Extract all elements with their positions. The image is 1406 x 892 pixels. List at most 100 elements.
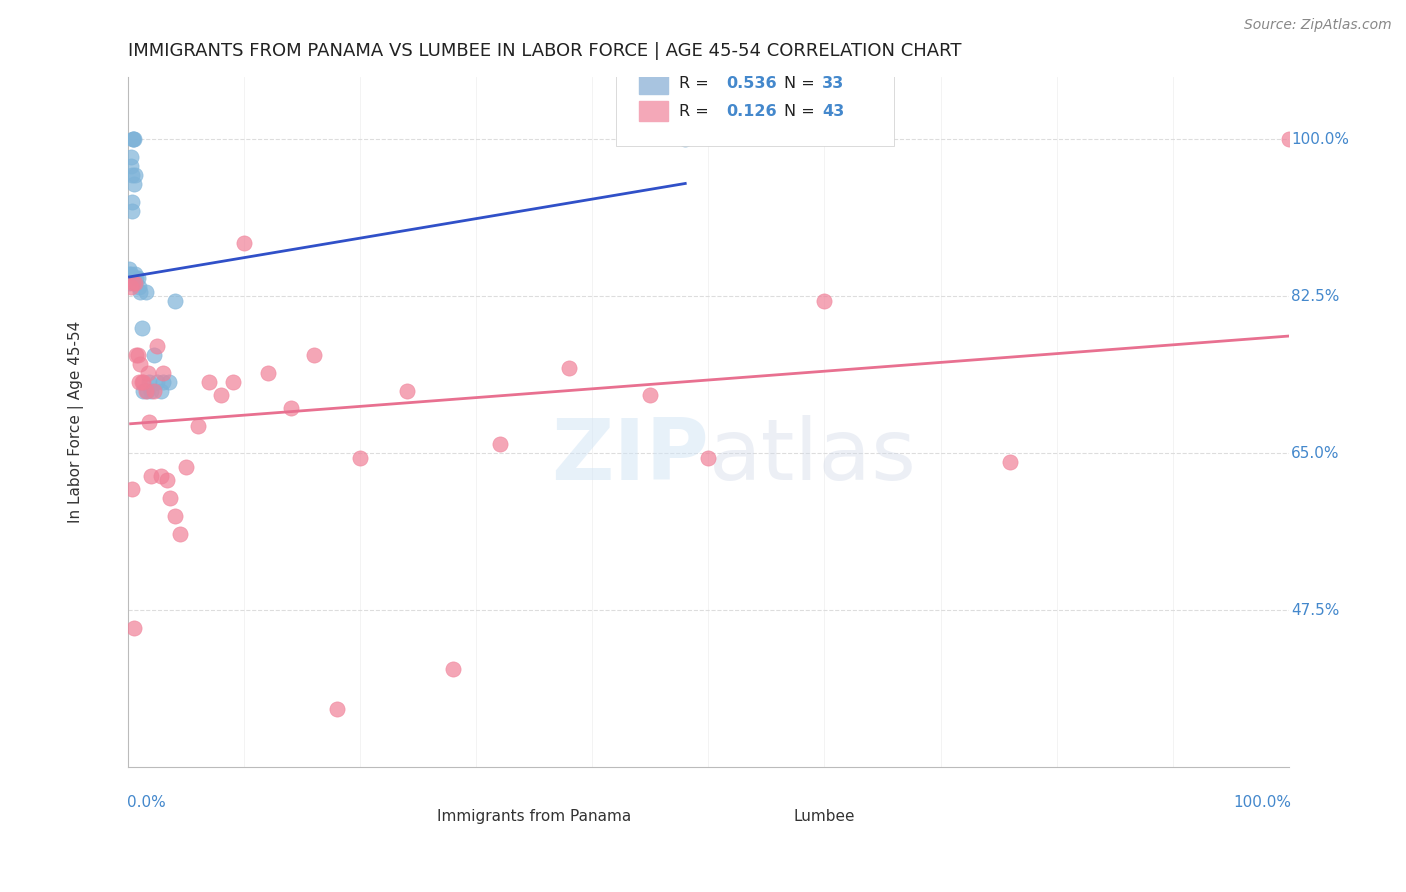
Text: R =: R = bbox=[679, 76, 714, 91]
Text: ZIP: ZIP bbox=[551, 415, 709, 498]
Text: Immigrants from Panama: Immigrants from Panama bbox=[437, 809, 631, 823]
Point bbox=[125, 271, 148, 285]
Point bbox=[142, 384, 165, 398]
Point bbox=[128, 285, 150, 299]
Point bbox=[125, 348, 148, 362]
Point bbox=[122, 132, 145, 146]
Text: atlas: atlas bbox=[709, 415, 917, 498]
Text: R =: R = bbox=[679, 103, 714, 119]
Point bbox=[128, 375, 150, 389]
Point bbox=[135, 384, 157, 398]
Point bbox=[138, 375, 160, 389]
Point bbox=[149, 468, 172, 483]
Point bbox=[122, 178, 145, 192]
Text: 0.126: 0.126 bbox=[725, 103, 776, 119]
Point bbox=[121, 195, 143, 210]
Point bbox=[121, 204, 143, 219]
Point bbox=[280, 401, 302, 416]
Point bbox=[121, 168, 143, 182]
Point bbox=[163, 509, 186, 524]
Point bbox=[146, 375, 169, 389]
Point bbox=[174, 459, 197, 474]
Point bbox=[163, 293, 186, 308]
Point bbox=[122, 621, 145, 635]
Point bbox=[222, 375, 245, 389]
Point bbox=[124, 168, 146, 182]
Text: Source: ZipAtlas.com: Source: ZipAtlas.com bbox=[1244, 18, 1392, 32]
Point bbox=[1278, 132, 1301, 146]
Point bbox=[169, 527, 191, 541]
Point bbox=[441, 662, 464, 676]
Point bbox=[187, 419, 209, 434]
Point bbox=[120, 150, 142, 164]
Text: In Labor Force | Age 45-54: In Labor Force | Age 45-54 bbox=[67, 321, 84, 523]
FancyBboxPatch shape bbox=[638, 73, 668, 94]
Point bbox=[141, 384, 163, 398]
Point bbox=[122, 276, 145, 290]
Point bbox=[256, 366, 278, 380]
Point bbox=[127, 271, 149, 285]
Point bbox=[138, 415, 160, 429]
Point bbox=[152, 375, 174, 389]
Point bbox=[146, 339, 169, 353]
Text: 47.5%: 47.5% bbox=[1291, 603, 1340, 618]
Point bbox=[141, 468, 163, 483]
Point bbox=[326, 702, 349, 716]
Text: Lumbee: Lumbee bbox=[794, 809, 855, 823]
Point bbox=[124, 267, 146, 281]
Point bbox=[135, 285, 157, 299]
Point bbox=[152, 366, 174, 380]
Text: 100.0%: 100.0% bbox=[1291, 132, 1348, 147]
Text: 43: 43 bbox=[823, 103, 845, 119]
Point bbox=[124, 276, 146, 290]
Point bbox=[395, 384, 418, 398]
Point bbox=[118, 271, 141, 285]
FancyBboxPatch shape bbox=[616, 62, 894, 145]
Point bbox=[998, 455, 1021, 469]
Point bbox=[136, 366, 159, 380]
Point bbox=[813, 293, 835, 308]
Point bbox=[142, 348, 165, 362]
Point bbox=[127, 348, 149, 362]
Text: N =: N = bbox=[785, 103, 820, 119]
Point bbox=[159, 491, 181, 505]
Point bbox=[673, 132, 696, 146]
Point bbox=[120, 159, 142, 173]
Text: N =: N = bbox=[785, 76, 820, 91]
Text: 82.5%: 82.5% bbox=[1291, 289, 1340, 304]
Point bbox=[233, 235, 256, 250]
Point bbox=[198, 375, 221, 389]
Text: 0.536: 0.536 bbox=[725, 76, 776, 91]
Point bbox=[155, 473, 177, 487]
Point bbox=[122, 132, 145, 146]
Point bbox=[120, 280, 142, 294]
Point bbox=[302, 348, 325, 362]
Point bbox=[131, 375, 153, 389]
Point bbox=[640, 388, 662, 402]
FancyBboxPatch shape bbox=[638, 101, 668, 121]
Point bbox=[128, 357, 150, 371]
Point bbox=[132, 384, 155, 398]
Text: 100.0%: 100.0% bbox=[1233, 795, 1291, 810]
Text: 65.0%: 65.0% bbox=[1291, 446, 1340, 461]
Point bbox=[131, 320, 153, 334]
Point bbox=[157, 375, 180, 389]
Point bbox=[488, 437, 510, 451]
Point bbox=[558, 361, 581, 376]
Point bbox=[118, 276, 141, 290]
Point bbox=[132, 375, 155, 389]
Point bbox=[697, 450, 720, 465]
Point bbox=[122, 132, 145, 146]
FancyBboxPatch shape bbox=[406, 804, 427, 819]
Point bbox=[121, 482, 143, 496]
Text: IMMIGRANTS FROM PANAMA VS LUMBEE IN LABOR FORCE | AGE 45-54 CORRELATION CHART: IMMIGRANTS FROM PANAMA VS LUMBEE IN LABO… bbox=[128, 42, 962, 60]
Text: 33: 33 bbox=[823, 76, 845, 91]
FancyBboxPatch shape bbox=[738, 804, 758, 819]
Point bbox=[349, 450, 371, 465]
Point bbox=[120, 267, 142, 281]
Point bbox=[209, 388, 232, 402]
Point bbox=[118, 262, 141, 277]
Point bbox=[128, 280, 150, 294]
Point bbox=[135, 384, 157, 398]
Point bbox=[149, 384, 172, 398]
